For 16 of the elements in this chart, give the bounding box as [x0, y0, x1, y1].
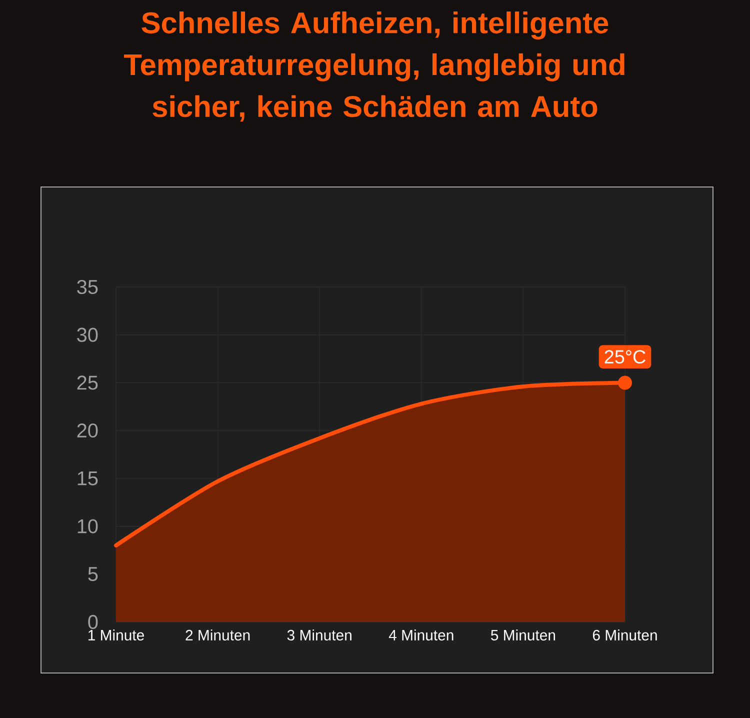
x-tick-label: 2 Minuten — [186, 630, 250, 640]
y-tick-label: 0 — [88, 614, 98, 630]
x-tick-label: 3 Minuten — [287, 630, 352, 640]
chart-title: Schnelles Aufheizen, intelligente Temperaturregelung, langlebig und sicher, keine Schäden am Auto — [124, 12, 624, 122]
y-tick-label: 20 — [77, 424, 98, 438]
y-tick-label: 30 — [77, 328, 98, 342]
y-tick-label: 35 — [77, 280, 98, 294]
y-tick-label: 15 — [78, 471, 98, 486]
y-tick-label: 10 — [78, 519, 98, 534]
x-tick-label: 5 Minuten — [490, 630, 556, 640]
x-tick-label: 6 Minuten — [592, 630, 657, 640]
x-tick-label: 4 Minuten — [388, 630, 454, 640]
y-tick-label: 5 — [88, 567, 98, 582]
y-tick-label: 25 — [77, 376, 98, 390]
x-tick-label: 1 Minute — [88, 630, 144, 640]
data-label: 25°C — [604, 350, 646, 364]
